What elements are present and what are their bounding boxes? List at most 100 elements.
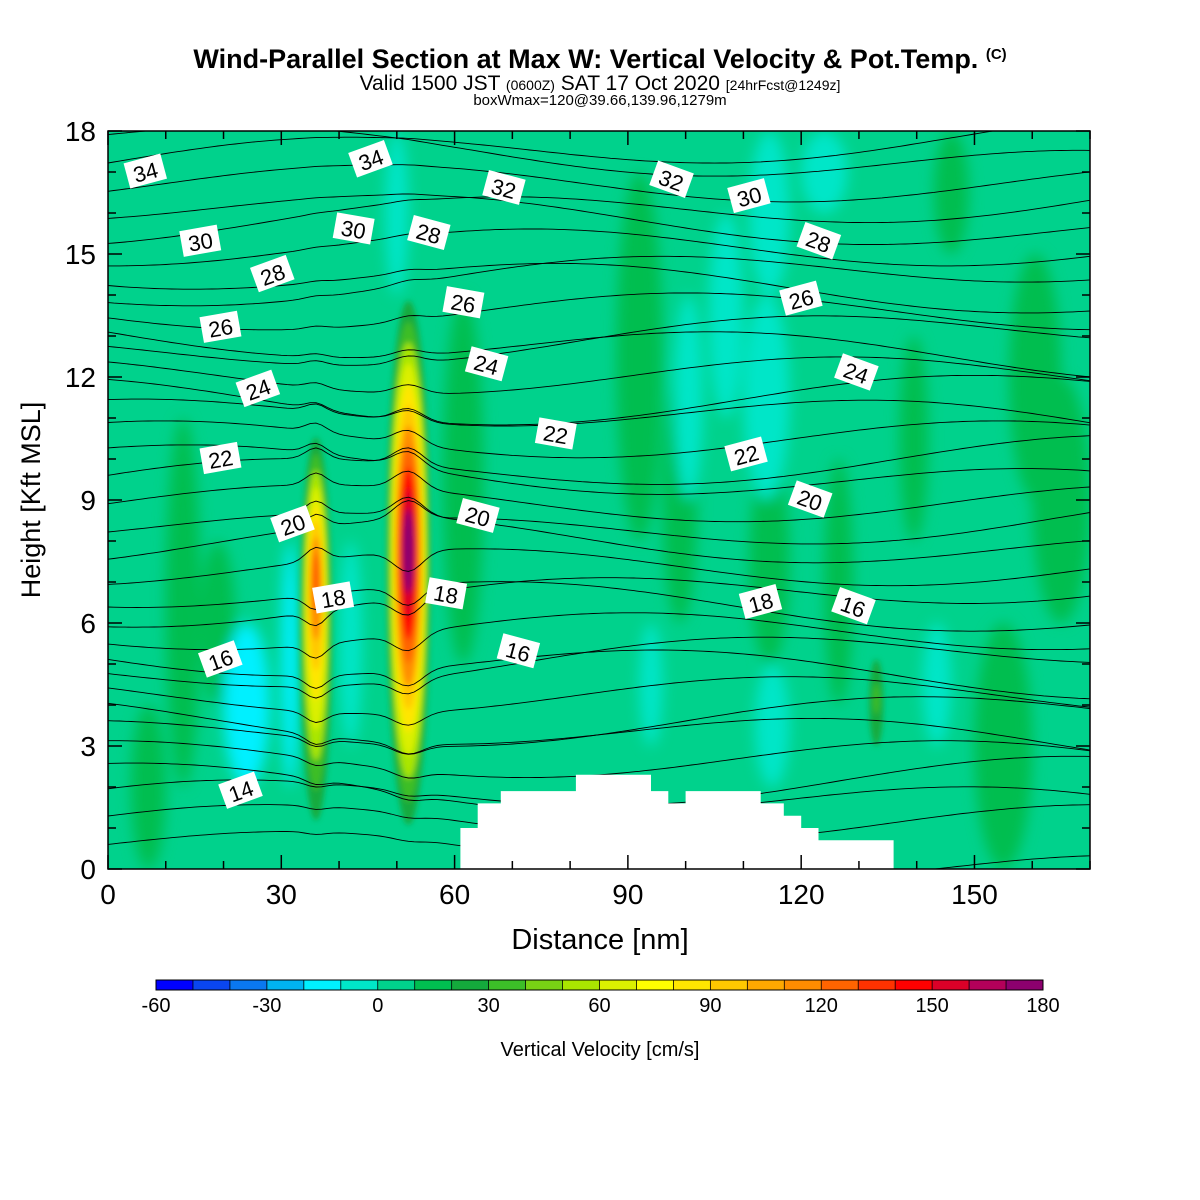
theta-contour (108, 649, 1090, 700)
theta-contour (108, 470, 1090, 523)
y-tick-label: 9 (80, 485, 96, 516)
colorbar-swatch (710, 980, 748, 990)
field-patch (281, 541, 299, 787)
y-tick-label: 18 (65, 116, 96, 147)
contour-label: 24 (834, 353, 879, 391)
theta-contour (108, 131, 997, 164)
chart-box-info: boxWmax=120@39.66,139.96,1279m (473, 92, 727, 109)
colorbar-swatch (747, 980, 785, 990)
x-tick-label: 30 (266, 879, 297, 910)
field-patch (922, 623, 952, 746)
contour-label: 24 (464, 346, 509, 382)
colorbar-swatch (488, 980, 527, 990)
y-tick-label: 0 (80, 854, 96, 885)
colorbar-swatch (525, 980, 564, 990)
colorbar-swatch (156, 980, 194, 990)
contour-label: 26 (442, 286, 485, 319)
colorbar-swatch (192, 980, 231, 990)
colorbar-tick-label: 180 (1026, 995, 1059, 1017)
contour-label-text: 22 (207, 445, 235, 474)
colorbar-swatch (599, 980, 637, 990)
y-tick-label: 3 (80, 731, 96, 762)
field-patch (385, 131, 409, 295)
contour-label-text: 18 (432, 580, 460, 609)
contour-label: 30 (179, 224, 222, 257)
axes: 0 30 60 90 120 150 0 3 6 9 12 15 18 (65, 116, 1091, 910)
theta-contour (108, 131, 1090, 177)
colorbar-tick-label: 60 (588, 995, 610, 1017)
updraft-level (873, 683, 880, 715)
contour-label: 18 (738, 584, 783, 620)
terrain-mask (460, 774, 894, 869)
theta-contour (108, 577, 1090, 628)
colorbar-swatch (562, 980, 600, 990)
field-patch (674, 295, 703, 500)
field-patch (131, 705, 166, 869)
colorbar-tick-label: -60 (142, 995, 171, 1017)
contour-label: 32 (482, 169, 526, 205)
contour-label: 18 (312, 581, 355, 614)
colorbar-swatch (229, 980, 268, 990)
colorbar-swatch (895, 980, 933, 990)
x-tick-label: 120 (778, 879, 825, 910)
contour-label-text: 22 (541, 420, 569, 449)
y-tick-label: 12 (65, 362, 96, 393)
colorbar-swatch (451, 980, 490, 990)
colorbar-swatch (340, 980, 379, 990)
theta-contour (108, 164, 1090, 203)
theta-contour (108, 636, 1090, 699)
x-axis-label: Distance [nm] (511, 924, 688, 956)
updraft-level (402, 509, 414, 594)
theta-contour (108, 374, 1090, 426)
x-tick-label: 90 (612, 879, 643, 910)
contour-label: 22 (534, 417, 577, 450)
contour-label: 18 (425, 577, 468, 610)
colorbar-swatch (377, 980, 416, 990)
contour-label: 20 (456, 497, 500, 533)
theta-contour (108, 496, 1090, 564)
field-patch (708, 213, 744, 418)
contour-label-text: 18 (319, 584, 347, 613)
y-tick-label: 6 (80, 608, 96, 639)
contour-label: 26 (779, 280, 823, 316)
colorbar-swatch (858, 980, 896, 990)
field-patch (743, 295, 790, 500)
contour-label-text: 26 (449, 289, 477, 318)
field-patch (443, 295, 484, 664)
contour-label: 34 (123, 153, 168, 189)
theta-contour (108, 331, 1090, 378)
x-tick-label: 0 (100, 879, 116, 910)
theta-contour (108, 255, 1090, 307)
colorbar-swatch (266, 980, 305, 990)
theta-contour (108, 292, 1090, 331)
colorbar-tick-label: 120 (805, 995, 838, 1017)
chart-title: Wind-Parallel Section at Max W: Vertical… (193, 44, 1007, 74)
theta-contour (108, 196, 1090, 244)
theta-contour (108, 228, 1090, 267)
theta-contour (108, 676, 1090, 726)
contour-label: 16 (496, 633, 541, 669)
field-patch (616, 172, 663, 541)
theta-contour (108, 193, 1090, 245)
theta-contour (108, 702, 1090, 755)
field-patch (974, 623, 1033, 869)
colorbar-tick-label: 150 (915, 995, 948, 1017)
theta-contour (108, 581, 1090, 632)
colorbar-swatch (636, 980, 674, 990)
colorbar-swatch (821, 980, 859, 990)
colorbar-tick-label: 0 (372, 995, 383, 1017)
colorbar-tick-label: -30 (252, 995, 281, 1017)
colorbar: -60 -30 0 30 60 90 120 150 180 (142, 979, 1060, 1017)
contour-label-text: 26 (207, 314, 235, 343)
y-axis-label: Height [Kft MSL] (16, 402, 46, 599)
contour-label: 14 (218, 771, 263, 809)
colorbar-swatch (673, 980, 711, 990)
contour-label: 30 (332, 212, 375, 245)
colorbar-tick-label: 30 (478, 995, 500, 1017)
theta-contour (108, 500, 1090, 560)
field-patch (749, 131, 790, 295)
x-tick-label: 60 (439, 879, 470, 910)
colorbar-swatch (414, 980, 453, 990)
colorbar-tick-label: 90 (699, 995, 721, 1017)
theta-contour (108, 435, 1090, 485)
